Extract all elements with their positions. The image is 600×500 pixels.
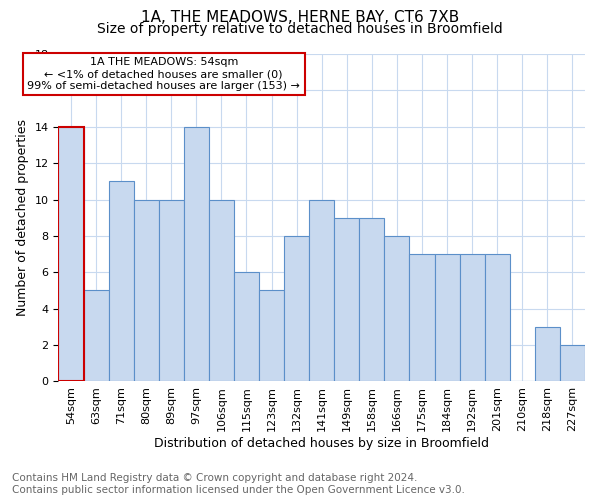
Text: Contains HM Land Registry data © Crown copyright and database right 2024.
Contai: Contains HM Land Registry data © Crown c…	[12, 474, 465, 495]
Text: Size of property relative to detached houses in Broomfield: Size of property relative to detached ho…	[97, 22, 503, 36]
Bar	[134, 200, 159, 382]
X-axis label: Distribution of detached houses by size in Broomfield: Distribution of detached houses by size …	[154, 437, 489, 450]
Y-axis label: Number of detached properties: Number of detached properties	[16, 119, 29, 316]
Text: 1A THE MEADOWS: 54sqm
← <1% of detached houses are smaller (0)
99% of semi-detac: 1A THE MEADOWS: 54sqm ← <1% of detached …	[28, 58, 300, 90]
Bar	[359, 218, 385, 382]
Bar	[434, 254, 460, 382]
Bar	[309, 200, 334, 382]
Bar	[560, 345, 585, 382]
Bar	[284, 236, 309, 382]
Bar	[58, 127, 83, 382]
Bar	[259, 290, 284, 382]
Bar	[485, 254, 510, 382]
Bar	[460, 254, 485, 382]
Text: 1A, THE MEADOWS, HERNE BAY, CT6 7XB: 1A, THE MEADOWS, HERNE BAY, CT6 7XB	[141, 10, 459, 25]
Bar	[184, 127, 209, 382]
Bar	[209, 200, 234, 382]
Bar	[159, 200, 184, 382]
Bar	[83, 290, 109, 382]
Bar	[535, 327, 560, 382]
Bar	[109, 182, 134, 382]
Bar	[334, 218, 359, 382]
Bar	[385, 236, 409, 382]
Bar	[58, 127, 83, 382]
Bar	[409, 254, 434, 382]
Bar	[234, 272, 259, 382]
